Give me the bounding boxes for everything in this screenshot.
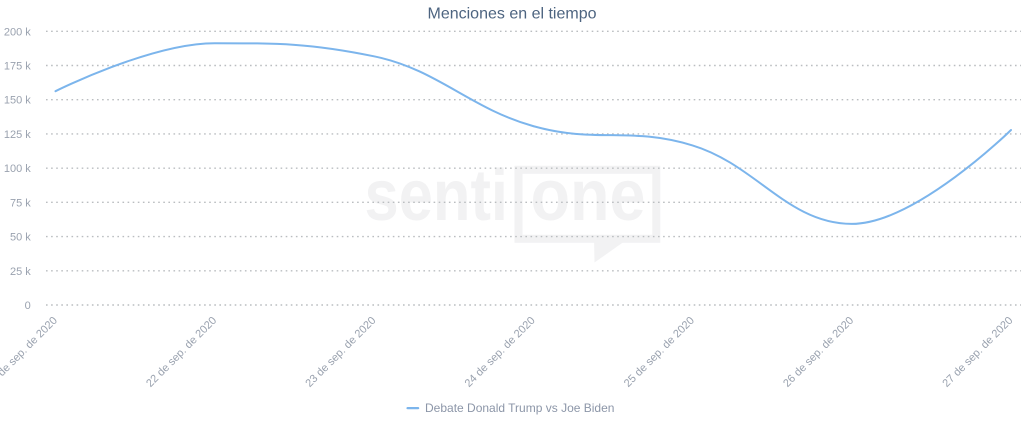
svg-text:100 k: 100 k — [4, 163, 31, 175]
svg-text:125 k: 125 k — [4, 129, 31, 141]
svg-text:Menciones en el tiempo: Menciones en el tiempo — [428, 6, 597, 23]
svg-text:175 k: 175 k — [4, 61, 31, 73]
svg-text:Debate Donald Trump vs Joe Bid: Debate Donald Trump vs Joe Biden — [425, 401, 614, 415]
svg-text:0: 0 — [25, 300, 31, 312]
svg-text:75 k: 75 k — [10, 197, 31, 209]
svg-text:50 k: 50 k — [10, 232, 31, 244]
svg-text:senti: senti — [365, 156, 509, 236]
svg-text:25 k: 25 k — [10, 266, 31, 278]
svg-text:150 k: 150 k — [4, 95, 31, 107]
svg-text:200 k: 200 k — [4, 26, 31, 38]
